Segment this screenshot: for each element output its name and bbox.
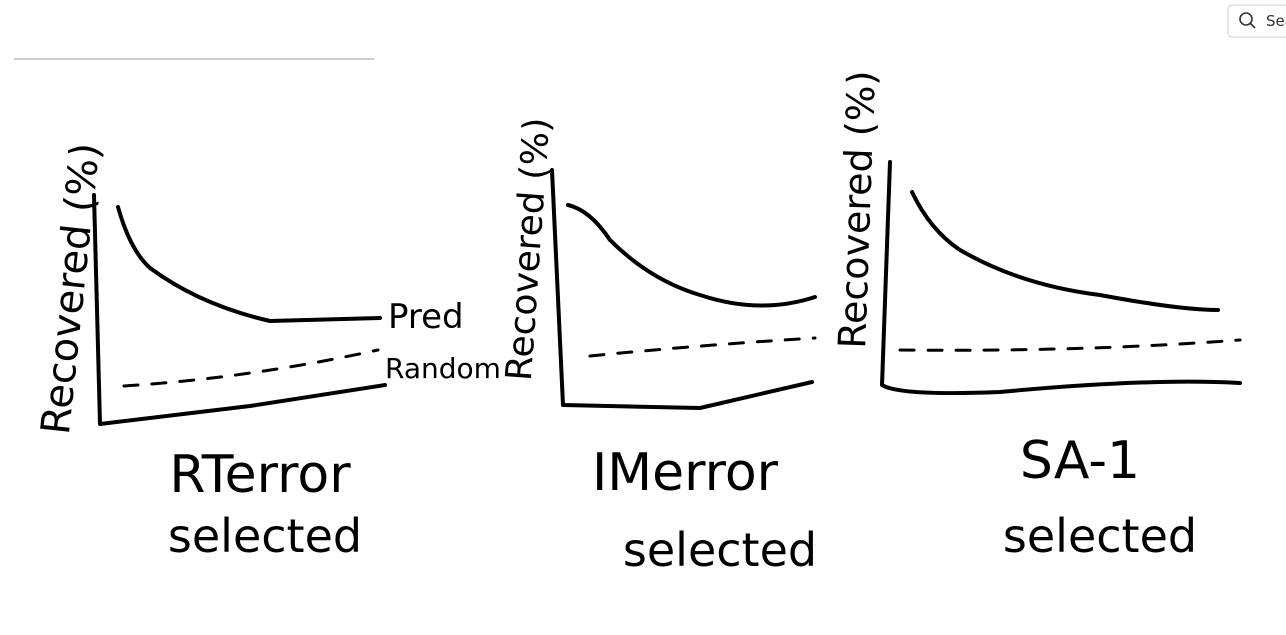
search-field[interactable] — [1227, 4, 1286, 38]
pred-curve — [910, 190, 1220, 312]
pred-curve — [566, 203, 817, 308]
y-axis-label: Recovered (%) — [830, 70, 884, 350]
pred-curve — [116, 205, 382, 323]
panel-subtitle: selected — [623, 523, 817, 577]
panel-title: SA-1 — [1020, 431, 1140, 491]
axes — [550, 168, 814, 410]
panel-title: IMerror — [592, 443, 779, 503]
axes — [92, 193, 387, 426]
search-icon — [1239, 12, 1253, 26]
random-line — [122, 348, 380, 388]
search-icon-handle — [1249, 22, 1256, 29]
random-line — [898, 338, 1242, 352]
sketch-panel: Recovered (%) SA-1 selected — [830, 70, 1242, 563]
panel-subtitle: selected — [1003, 509, 1197, 563]
axes — [880, 160, 1242, 396]
search-box[interactable]: Sea — [1227, 4, 1286, 38]
search-placeholder: Sea — [1266, 12, 1286, 30]
random-line — [588, 336, 817, 358]
panel-subtitle: selected — [168, 509, 362, 563]
panel-title: RTerror — [169, 445, 351, 505]
legend-label: Random — [385, 352, 501, 385]
legend-label: Pred — [388, 297, 464, 337]
